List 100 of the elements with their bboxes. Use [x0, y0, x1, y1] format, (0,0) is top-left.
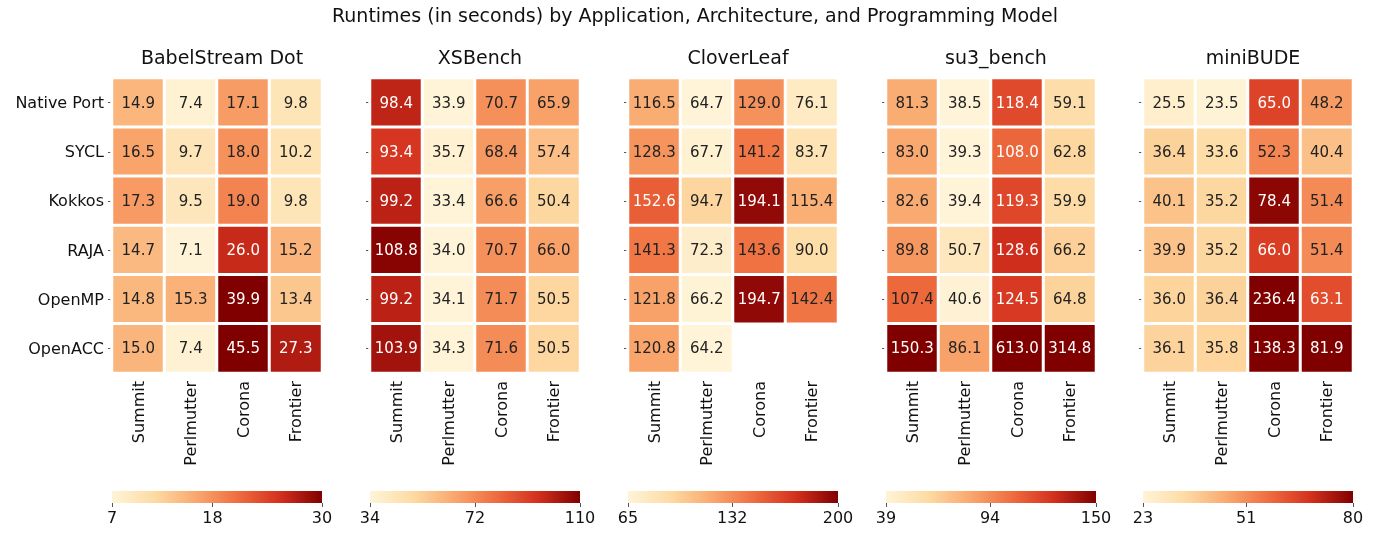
data-label: 35.2: [1205, 191, 1239, 210]
data-label: 613.0: [995, 339, 1039, 358]
data-label: 64.2: [689, 339, 724, 358]
data-label: 194.7: [737, 290, 781, 309]
data-label: 78.4: [1257, 191, 1292, 210]
data-label: 90.0: [794, 241, 829, 260]
y-tick-label: SYCL: [64, 142, 105, 162]
data-label: 18.0: [226, 142, 260, 161]
data-label: 15.0: [121, 339, 155, 358]
data-label: 236.4: [1253, 290, 1296, 309]
data-label: 194.1: [737, 191, 781, 210]
data-label: 23.5: [1205, 93, 1239, 112]
y-tick-label: RAJA: [67, 240, 105, 260]
data-label: 40.1: [1152, 191, 1187, 210]
data-label: 119.3: [995, 191, 1039, 210]
data-label: 34.1: [432, 290, 466, 309]
data-label: 36.1: [1152, 339, 1187, 358]
data-label: 76.1: [794, 93, 829, 112]
data-label: 141.3: [632, 241, 676, 260]
data-label: 27.3: [279, 339, 313, 358]
data-label: 150.3: [890, 339, 934, 358]
x-tick-label: Corona: [749, 381, 769, 438]
x-tick-label: Frontier: [802, 380, 821, 443]
data-label: 63.1: [1310, 290, 1344, 309]
data-label: 64.8: [1052, 290, 1086, 309]
data-label: 142.4: [790, 290, 833, 309]
data-label: 34.3: [432, 339, 466, 358]
data-label: 108.0: [995, 142, 1039, 161]
data-label: 45.5: [226, 339, 260, 358]
x-tick-label: Perlmutter: [1212, 380, 1232, 466]
data-label: 72.3: [689, 241, 724, 260]
color-bar-label: 110: [564, 507, 596, 527]
data-label: 107.4: [890, 290, 934, 309]
data-label: 39.4: [947, 191, 981, 210]
data-label: 103.9: [374, 339, 418, 358]
data-label: 128.6: [995, 241, 1039, 260]
data-label: 128.3: [632, 142, 676, 161]
data-label: 141.2: [737, 142, 781, 161]
data-label: 81.3: [895, 93, 929, 112]
data-label: 89.8: [895, 241, 929, 260]
x-tick-label: Frontier: [286, 380, 306, 443]
color-bar-label: 34: [359, 507, 381, 527]
color-bar-label: 18: [202, 507, 223, 527]
data-label: 99.2: [379, 290, 413, 309]
color-bar-label: 65: [617, 507, 638, 527]
x-tick-label: Frontier: [1059, 380, 1079, 443]
data-label: 36.4: [1205, 290, 1239, 309]
color-bar-label: 150: [1080, 507, 1111, 527]
x-tick-label: Frontier: [1317, 380, 1337, 443]
color-bar-label: 7: [106, 507, 118, 527]
x-tick-label: Summit: [902, 381, 922, 444]
color-bar-label: 200: [822, 507, 854, 527]
x-tick-label: Summit: [644, 381, 664, 444]
data-label: 39.9: [1152, 241, 1187, 260]
y-tick-label: Native Port: [15, 93, 104, 113]
color-bar-label: 51: [1236, 507, 1257, 527]
x-tick-label: Perlmutter: [954, 380, 974, 466]
data-label: 36.0: [1152, 290, 1187, 309]
data-label: 40.4: [1310, 142, 1344, 161]
data-label: 59.9: [1052, 191, 1086, 210]
data-label: 15.3: [174, 290, 208, 309]
x-tick-label: Perlmutter: [439, 380, 459, 466]
x-tick-label: Summit: [1160, 381, 1179, 444]
chart-title: miniBUDE: [1205, 45, 1301, 68]
y-tick-label: Kokkos: [48, 191, 104, 211]
data-label: 33.4: [432, 191, 466, 210]
color-bar-label: 132: [716, 507, 748, 527]
data-label: 94.7: [689, 191, 724, 210]
data-label: 50.7: [947, 241, 981, 260]
data-label: 65.9: [537, 93, 571, 112]
data-label: 99.2: [379, 191, 413, 210]
data-label: 67.7: [689, 142, 724, 161]
color-bar-label: 94: [979, 507, 1000, 527]
data-label: 9.8: [283, 93, 308, 112]
chart-title: CloverLeaf: [687, 45, 790, 68]
data-label: 64.7: [689, 93, 724, 112]
y-tick-label: OpenACC: [28, 338, 104, 358]
data-label: 34.0: [432, 241, 466, 260]
data-label: 14.8: [121, 290, 155, 309]
data-label: 71.7: [484, 290, 518, 309]
data-label: 50.4: [537, 191, 571, 210]
data-label: 19.0: [226, 191, 260, 210]
data-label: 121.8: [632, 290, 676, 309]
data-label: 81.9: [1310, 339, 1344, 358]
x-tick-label: Frontier: [544, 380, 564, 443]
data-label: 66.2: [689, 290, 724, 309]
data-label: 40.6: [947, 290, 981, 309]
data-label: 66.0: [1257, 241, 1292, 260]
data-label: 7.4: [178, 93, 203, 112]
data-label: 48.2: [1310, 93, 1344, 112]
chart-title: XSBench: [437, 45, 523, 68]
x-tick-label: Corona: [491, 381, 511, 438]
data-label: 120.8: [632, 339, 676, 358]
data-label: 70.7: [484, 241, 518, 260]
data-label: 36.4: [1152, 142, 1187, 161]
data-label: 62.8: [1052, 142, 1086, 161]
x-tick-label: Summit: [128, 381, 148, 444]
color-bar-label: 23: [1133, 507, 1154, 527]
data-label: 7.4: [178, 339, 203, 358]
data-label: 14.7: [121, 241, 155, 260]
